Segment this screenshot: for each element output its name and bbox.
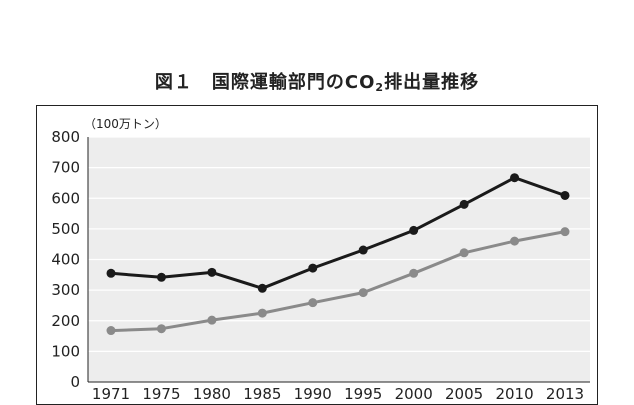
chart-title-main: 図１ 国際運輸部門のCO — [154, 72, 376, 93]
series-1-point — [257, 283, 267, 293]
x-tick-label: 2005 — [445, 385, 483, 400]
y-tick-label: 700 — [51, 159, 80, 177]
chart-title-tail: 排出量推移 — [384, 72, 480, 93]
series-2-point — [308, 298, 318, 308]
chart-title: 図１ 国際運輸部門のCO2排出量推移 — [0, 68, 634, 94]
series-1-point — [409, 225, 419, 235]
series-2-point — [257, 308, 267, 318]
series-1-point — [308, 263, 318, 273]
y-tick-label: 600 — [51, 189, 80, 207]
x-tick-label: 2010 — [495, 385, 533, 400]
series-2-point — [459, 248, 469, 258]
x-tick-label: 1995 — [344, 385, 382, 400]
y-tick-label: 0 — [70, 373, 80, 391]
series-2-point — [358, 288, 368, 298]
series-2-point — [106, 326, 116, 336]
x-tick-label: 1980 — [193, 385, 231, 400]
series-2-point — [510, 236, 520, 246]
series-2-point — [156, 324, 166, 334]
series-1-point — [156, 272, 166, 282]
series-1-point — [207, 267, 217, 277]
x-tick-label: 1971 — [92, 385, 130, 400]
y-tick-label: 300 — [51, 281, 80, 299]
series-1-point — [106, 268, 116, 278]
x-tick-label: 1975 — [142, 385, 180, 400]
series-1-point — [459, 199, 469, 209]
y-tick-label: 200 — [51, 312, 80, 330]
series-2-point — [207, 315, 217, 325]
x-tick-label: 1985 — [243, 385, 281, 400]
series-2-point — [409, 268, 419, 278]
y-tick-label: 500 — [51, 220, 80, 238]
series-line-2 — [110, 230, 566, 333]
series-1-point — [560, 190, 570, 200]
x-tick-label: 1990 — [294, 385, 332, 400]
x-tick-label: 2000 — [395, 385, 433, 400]
series-1-point — [358, 245, 368, 255]
series-1-point — [510, 173, 520, 183]
x-tick-label: 2013 — [546, 385, 584, 400]
y-tick-label: 100 — [51, 342, 80, 360]
series-2-point — [560, 227, 570, 237]
series-line-1 — [110, 176, 566, 290]
unit-label: （100万トン） — [84, 117, 167, 131]
y-tick-label: 800 — [51, 128, 80, 146]
chart-title-subscript: 2 — [375, 81, 385, 94]
y-tick-label: 400 — [51, 251, 80, 269]
